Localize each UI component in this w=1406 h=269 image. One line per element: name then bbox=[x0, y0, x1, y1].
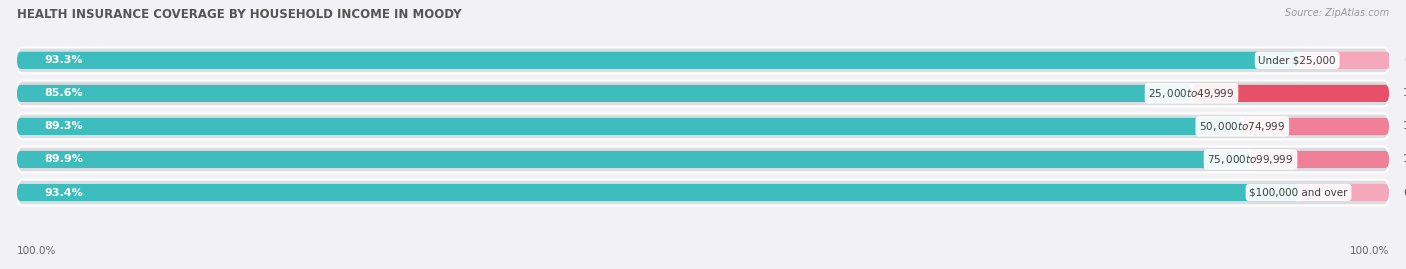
FancyBboxPatch shape bbox=[17, 118, 1243, 135]
FancyBboxPatch shape bbox=[17, 151, 1250, 168]
FancyBboxPatch shape bbox=[17, 114, 1389, 139]
Text: $100,000 and over: $100,000 and over bbox=[1250, 187, 1348, 197]
Text: $25,000 to $49,999: $25,000 to $49,999 bbox=[1149, 87, 1234, 100]
FancyBboxPatch shape bbox=[17, 80, 1389, 106]
Text: $75,000 to $99,999: $75,000 to $99,999 bbox=[1208, 153, 1294, 166]
FancyBboxPatch shape bbox=[17, 85, 1191, 102]
FancyBboxPatch shape bbox=[1243, 118, 1389, 135]
FancyBboxPatch shape bbox=[17, 47, 1389, 73]
Text: 10.1%: 10.1% bbox=[1403, 154, 1406, 164]
Text: 100.0%: 100.0% bbox=[17, 246, 56, 256]
Text: 6.8%: 6.8% bbox=[1405, 55, 1406, 65]
FancyBboxPatch shape bbox=[1250, 151, 1389, 168]
Text: $50,000 to $74,999: $50,000 to $74,999 bbox=[1199, 120, 1285, 133]
Text: 89.9%: 89.9% bbox=[45, 154, 83, 164]
FancyBboxPatch shape bbox=[1191, 85, 1389, 102]
FancyBboxPatch shape bbox=[17, 147, 1389, 172]
Text: 100.0%: 100.0% bbox=[1350, 246, 1389, 256]
Text: 10.7%: 10.7% bbox=[1403, 121, 1406, 132]
FancyBboxPatch shape bbox=[17, 52, 1298, 69]
Text: 89.3%: 89.3% bbox=[45, 121, 83, 132]
Text: 6.6%: 6.6% bbox=[1403, 187, 1406, 197]
Text: 14.4%: 14.4% bbox=[1403, 89, 1406, 98]
Text: HEALTH INSURANCE COVERAGE BY HOUSEHOLD INCOME IN MOODY: HEALTH INSURANCE COVERAGE BY HOUSEHOLD I… bbox=[17, 8, 461, 21]
Text: 93.4%: 93.4% bbox=[45, 187, 83, 197]
FancyBboxPatch shape bbox=[17, 184, 1299, 201]
FancyBboxPatch shape bbox=[1298, 52, 1391, 69]
Text: 93.3%: 93.3% bbox=[45, 55, 83, 65]
Text: Source: ZipAtlas.com: Source: ZipAtlas.com bbox=[1285, 8, 1389, 18]
Text: 85.6%: 85.6% bbox=[45, 89, 83, 98]
Text: Under $25,000: Under $25,000 bbox=[1258, 55, 1336, 65]
FancyBboxPatch shape bbox=[1299, 184, 1389, 201]
FancyBboxPatch shape bbox=[17, 180, 1389, 206]
